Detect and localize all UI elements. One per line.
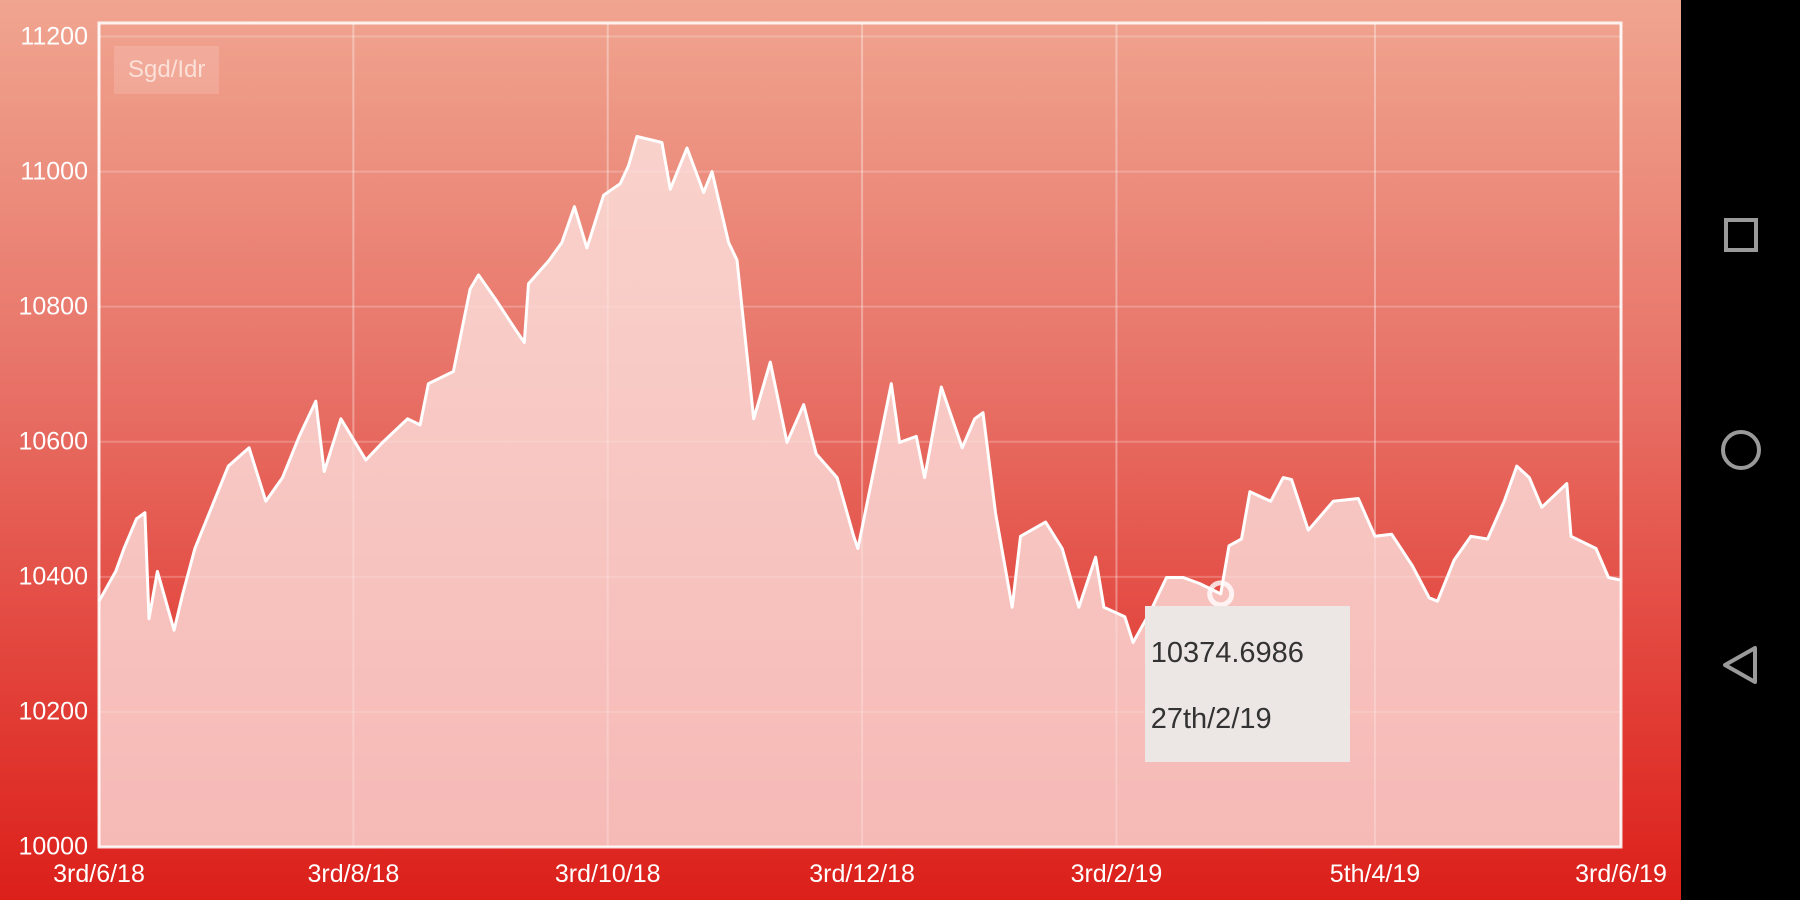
series-area-fill bbox=[99, 136, 1621, 847]
x-tick-label: 3rd/2/19 bbox=[1070, 860, 1163, 888]
legend-label: Sgd/Idr bbox=[114, 46, 220, 94]
highlight-marker bbox=[1207, 580, 1235, 608]
x-tick-label: 3rd/12/18 bbox=[809, 860, 915, 888]
back-button[interactable] bbox=[1681, 625, 1800, 705]
home-button[interactable] bbox=[1681, 410, 1800, 490]
y-tick-label: 10400 bbox=[18, 562, 88, 591]
y-tick-label: 10800 bbox=[18, 292, 88, 321]
x-tick-label: 3rd/6/19 bbox=[1575, 860, 1667, 888]
recents-button[interactable] bbox=[1681, 195, 1800, 275]
plot-border bbox=[97, 21, 1623, 849]
y-tick-label: 10200 bbox=[18, 697, 88, 726]
series-line bbox=[97, 135, 1622, 644]
x-tick-label: 3rd/6/18 bbox=[53, 860, 145, 888]
y-tick-label: 11000 bbox=[20, 157, 88, 186]
x-tick-label: 3rd/8/18 bbox=[307, 860, 400, 888]
value-tooltip: 10374.6986 27th/2/19 bbox=[1144, 605, 1350, 762]
android-nav-bar bbox=[1681, 0, 1800, 900]
tooltip-value: 10374.6986 bbox=[1150, 636, 1304, 669]
square-icon bbox=[1723, 218, 1758, 252]
y-tick-label: 10600 bbox=[18, 427, 88, 456]
y-tick-label: 11200 bbox=[20, 22, 88, 50]
x-tick-label: 3rd/10/18 bbox=[554, 860, 661, 888]
tooltip-date: 27th/2/19 bbox=[1150, 702, 1272, 735]
chart-plot[interactable] bbox=[0, 0, 1681, 900]
y-tick-label: 10000 bbox=[18, 832, 88, 861]
x-tick-label: 5th/4/19 bbox=[1329, 860, 1421, 888]
circle-icon bbox=[1720, 430, 1761, 470]
triangle-icon bbox=[1722, 646, 1757, 684]
exchange-rate-chart[interactable]: 10000 10200 10400 10600 10800 11000 11200 3rd/… bbox=[0, 0, 1681, 900]
